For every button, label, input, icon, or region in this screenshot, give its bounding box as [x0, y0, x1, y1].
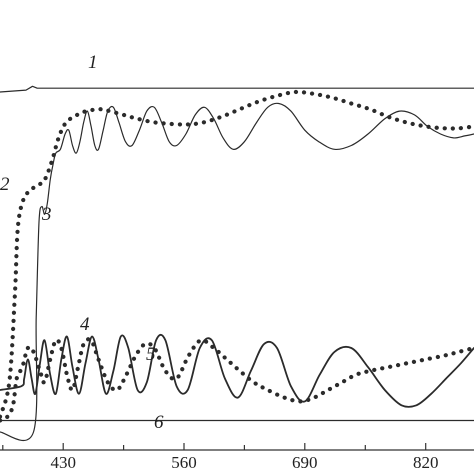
curve-labels: 1 2 3 4 5 6 — [0, 52, 164, 433]
series-line-5 — [0, 337, 474, 423]
x-tick-label: 430 — [50, 453, 76, 472]
x-tick-label: 560 — [171, 453, 197, 472]
curves-layer — [0, 85, 474, 441]
curve-label-5: 5 — [146, 344, 156, 365]
series-line-4 — [0, 333, 474, 408]
curve-label-6: 6 — [154, 412, 164, 433]
series-line-1 — [0, 85, 474, 93]
series-line-3 — [0, 102, 474, 441]
series-line-2 — [0, 89, 474, 419]
curve-label-2: 2 — [0, 174, 10, 195]
curve-label-3: 3 — [41, 204, 52, 225]
curve-label-4: 4 — [80, 314, 90, 335]
curve-label-1: 1 — [88, 52, 98, 73]
x-tick-label: 820 — [413, 453, 439, 472]
x-axis: 430 560 690 820 — [0, 443, 474, 472]
x-tick-label: 690 — [292, 453, 318, 472]
